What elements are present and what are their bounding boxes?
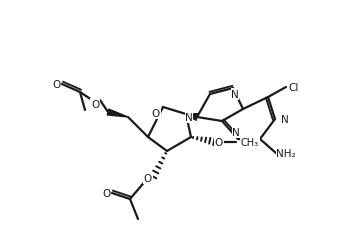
Text: NH₂: NH₂ <box>276 148 296 158</box>
Text: N: N <box>185 112 193 123</box>
Text: N: N <box>281 114 289 124</box>
Text: CH₃: CH₃ <box>241 137 259 147</box>
Text: O: O <box>91 100 99 109</box>
Text: O: O <box>152 109 160 118</box>
Text: O: O <box>144 173 152 183</box>
Text: N: N <box>231 90 239 100</box>
Text: O: O <box>52 80 60 90</box>
Text: N: N <box>232 128 240 137</box>
Text: Cl: Cl <box>289 83 299 93</box>
Text: O: O <box>215 137 223 147</box>
Text: O: O <box>102 188 110 198</box>
Polygon shape <box>107 110 128 117</box>
Polygon shape <box>186 114 198 121</box>
